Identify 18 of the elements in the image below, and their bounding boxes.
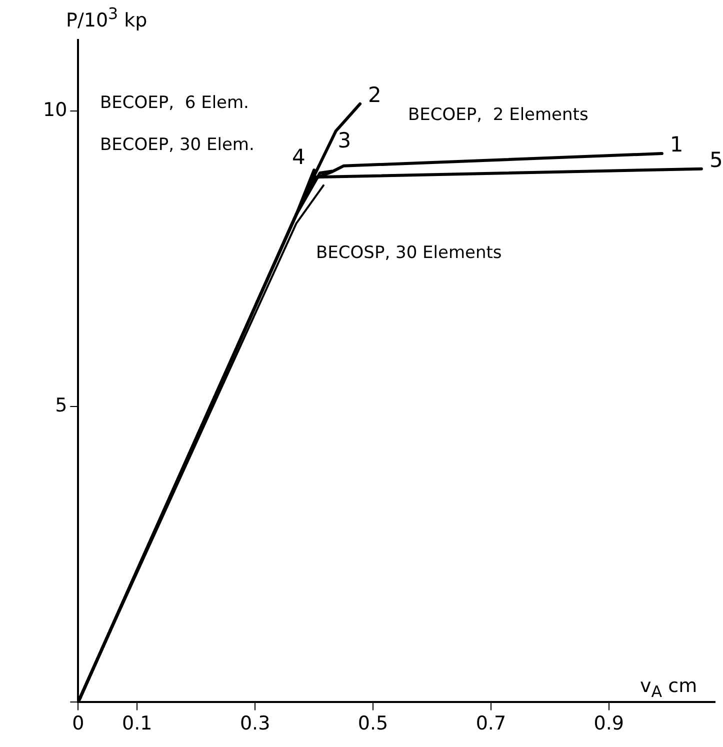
x-tick-label: 0.1 bbox=[122, 712, 152, 735]
x-tick-label: 0.5 bbox=[358, 712, 388, 735]
x-tick-label: 0 bbox=[72, 712, 84, 735]
series-label: 4 bbox=[292, 145, 306, 170]
annotation: BECOEP, 6 Elem. bbox=[100, 93, 249, 113]
x-tick-label: 0.7 bbox=[476, 712, 506, 735]
annotation: BECOEP, 30 Elem. bbox=[100, 135, 254, 155]
annotation: BECOEP, 2 Elements bbox=[408, 105, 588, 125]
annotation: BECOSP, 30 Elements bbox=[316, 243, 502, 263]
y-axis-title: P/10$^{3}$ kp bbox=[66, 4, 148, 32]
series-label: 1 bbox=[670, 132, 684, 157]
x-axis-title: v$_{A}$ cm bbox=[640, 675, 698, 701]
x-tick-label: 0.9 bbox=[594, 712, 624, 735]
series-label: 3 bbox=[338, 128, 352, 152]
y-tick-label: 10 bbox=[42, 98, 68, 121]
series-label: 2 bbox=[368, 82, 382, 107]
x-tick-label: 0.3 bbox=[240, 712, 270, 735]
series-label: 5 bbox=[709, 148, 723, 172]
